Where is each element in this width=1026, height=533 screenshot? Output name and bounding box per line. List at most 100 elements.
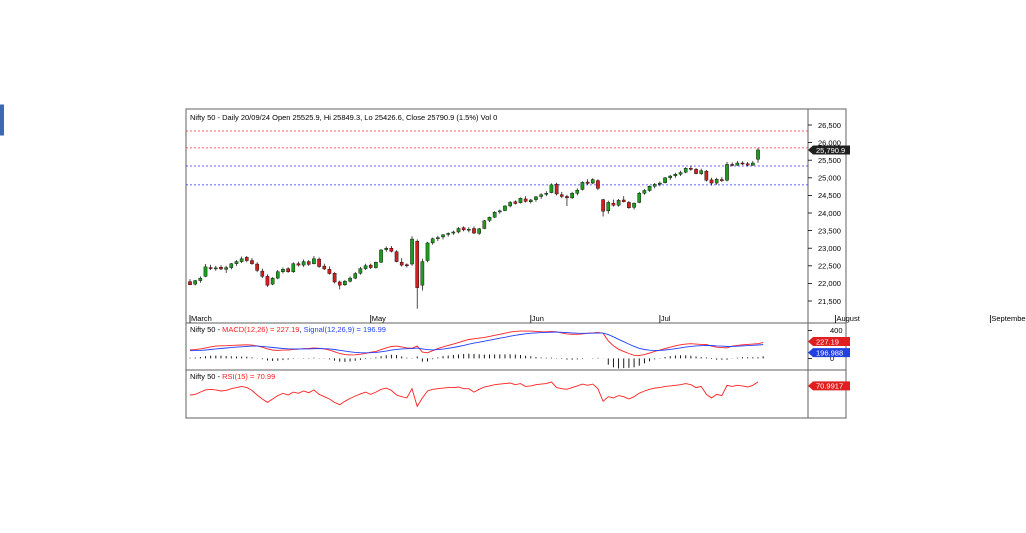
candle-down bbox=[265, 274, 270, 287]
x-axis-label: Jul bbox=[661, 314, 671, 323]
candle-body bbox=[606, 202, 611, 212]
price-axis-tick-label: 25,000 bbox=[818, 174, 841, 183]
side-marker bbox=[0, 104, 4, 136]
candle-up bbox=[503, 205, 507, 212]
candle-body bbox=[281, 269, 285, 272]
price-axis-tick-label: 23,500 bbox=[818, 226, 841, 235]
rsi-panel: Nifty 50 - RSI(15) = 70.99 bbox=[189, 372, 759, 408]
x-axis-label: August bbox=[836, 314, 860, 323]
signal-value-tag-label: 196.988 bbox=[816, 348, 843, 357]
candle-body bbox=[214, 267, 218, 270]
macd-value-tag-shape bbox=[808, 336, 850, 346]
macd-title-macd: MACD(12,26) = 227.19 bbox=[222, 325, 299, 334]
candle-up bbox=[580, 181, 585, 191]
candle-down bbox=[601, 198, 605, 217]
candle-body bbox=[291, 263, 296, 272]
candle-down bbox=[472, 226, 476, 235]
candle-body bbox=[663, 177, 667, 183]
candle-body bbox=[358, 268, 363, 274]
candle-down bbox=[337, 280, 342, 290]
candle-body bbox=[379, 249, 383, 263]
candle-body bbox=[658, 182, 662, 185]
rsi-value-tag: 70.9917 bbox=[808, 381, 850, 391]
candle-body bbox=[554, 183, 559, 195]
candle-body bbox=[193, 280, 197, 285]
candle-up bbox=[203, 264, 208, 278]
candle-up bbox=[616, 198, 621, 207]
candle-up bbox=[301, 259, 306, 267]
candle-up bbox=[275, 270, 280, 280]
candle-down bbox=[286, 267, 290, 273]
macd-axis-tick-label: 400 bbox=[830, 326, 843, 335]
candle-up bbox=[492, 211, 497, 218]
last-close-tag-shape bbox=[808, 145, 850, 155]
candle-down bbox=[621, 196, 626, 203]
candle-up bbox=[270, 277, 275, 286]
last-close-tag-label: 25,790.9 bbox=[816, 146, 845, 155]
candle-body bbox=[472, 228, 476, 234]
candle-body bbox=[756, 149, 760, 160]
candle-body bbox=[203, 266, 208, 277]
candle-body bbox=[559, 194, 564, 197]
candle-body bbox=[456, 228, 461, 233]
candle-up bbox=[451, 230, 456, 235]
candle-up bbox=[570, 191, 574, 199]
candle-body bbox=[399, 262, 404, 266]
candle-body bbox=[725, 164, 729, 181]
candle-up bbox=[756, 147, 760, 163]
candle-body bbox=[678, 172, 683, 175]
candle-body bbox=[317, 258, 321, 267]
candle-body bbox=[286, 268, 290, 272]
candle-body bbox=[714, 179, 719, 184]
chart-frame bbox=[185, 108, 847, 419]
candle-body bbox=[596, 180, 600, 189]
candle-down bbox=[332, 272, 337, 284]
candle-body bbox=[415, 240, 420, 288]
candle-up bbox=[590, 178, 595, 185]
candle-down bbox=[559, 191, 564, 199]
candle-up bbox=[234, 260, 239, 266]
candle-up bbox=[477, 227, 481, 235]
candle-up bbox=[363, 263, 368, 271]
candle-body bbox=[601, 199, 605, 212]
signal-line bbox=[189, 331, 764, 354]
candle-body bbox=[642, 190, 647, 194]
candle-down bbox=[704, 170, 709, 182]
candle-body bbox=[585, 181, 590, 184]
price-axis-tick-label: 23,000 bbox=[818, 244, 841, 253]
candle-body bbox=[363, 265, 368, 269]
candle-body bbox=[353, 273, 358, 279]
candle-body bbox=[208, 267, 213, 269]
candle-body bbox=[410, 238, 414, 265]
macd-value-tag-label: 227.19 bbox=[816, 337, 839, 346]
candle-up bbox=[642, 189, 647, 195]
candle-body bbox=[689, 168, 693, 170]
candle-down bbox=[694, 167, 698, 175]
candle-up bbox=[348, 276, 352, 283]
candle-body bbox=[332, 272, 337, 283]
candle-body bbox=[668, 175, 673, 178]
candle-down bbox=[296, 261, 301, 267]
candle-up bbox=[668, 174, 673, 180]
candle-down bbox=[250, 258, 254, 265]
candle-body bbox=[694, 169, 698, 174]
candle-body bbox=[405, 264, 409, 266]
candle-body bbox=[673, 174, 678, 176]
candle-up bbox=[384, 246, 389, 252]
candle-body bbox=[627, 202, 631, 208]
candle-body bbox=[343, 281, 347, 286]
candle-up bbox=[343, 279, 347, 286]
price-axis-tick-label: 25,500 bbox=[818, 156, 841, 165]
candle-up bbox=[358, 266, 363, 275]
candle-up bbox=[652, 183, 657, 189]
candle-body bbox=[461, 227, 466, 231]
candle-up bbox=[518, 197, 523, 204]
candle-up bbox=[193, 279, 197, 286]
candle-up bbox=[312, 255, 316, 265]
candle-body bbox=[389, 247, 394, 252]
candle-body bbox=[337, 281, 342, 286]
candle-body bbox=[430, 238, 435, 244]
candle-up bbox=[291, 262, 296, 273]
candle-body bbox=[301, 261, 306, 266]
